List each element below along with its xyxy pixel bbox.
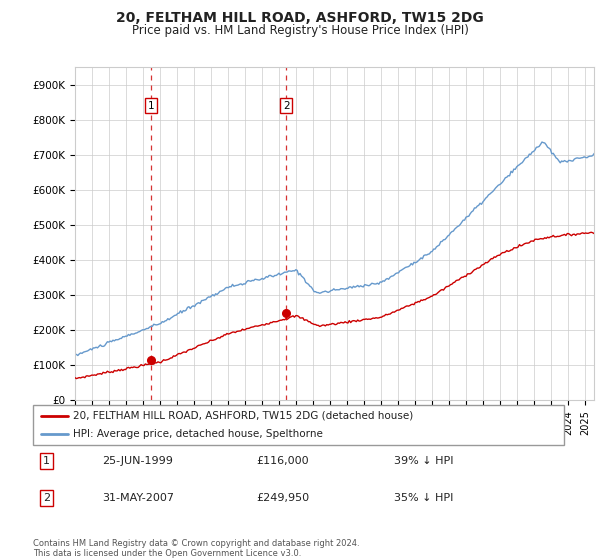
Text: 1: 1 [148,101,155,111]
Text: 2: 2 [283,101,290,111]
Text: £249,950: £249,950 [256,493,309,503]
Text: 25-JUN-1999: 25-JUN-1999 [102,456,173,466]
Text: £116,000: £116,000 [256,456,308,466]
FancyBboxPatch shape [33,405,564,445]
Text: HPI: Average price, detached house, Spelthorne: HPI: Average price, detached house, Spel… [73,430,323,439]
Text: Contains HM Land Registry data © Crown copyright and database right 2024.
This d: Contains HM Land Registry data © Crown c… [33,539,359,558]
Text: 20, FELTHAM HILL ROAD, ASHFORD, TW15 2DG (detached house): 20, FELTHAM HILL ROAD, ASHFORD, TW15 2DG… [73,411,413,421]
Text: Price paid vs. HM Land Registry's House Price Index (HPI): Price paid vs. HM Land Registry's House … [131,24,469,36]
Text: 1: 1 [43,456,50,466]
Text: 20, FELTHAM HILL ROAD, ASHFORD, TW15 2DG: 20, FELTHAM HILL ROAD, ASHFORD, TW15 2DG [116,11,484,25]
Text: 39% ↓ HPI: 39% ↓ HPI [394,456,454,466]
Text: 31-MAY-2007: 31-MAY-2007 [102,493,174,503]
Text: 35% ↓ HPI: 35% ↓ HPI [394,493,454,503]
Text: 2: 2 [43,493,50,503]
